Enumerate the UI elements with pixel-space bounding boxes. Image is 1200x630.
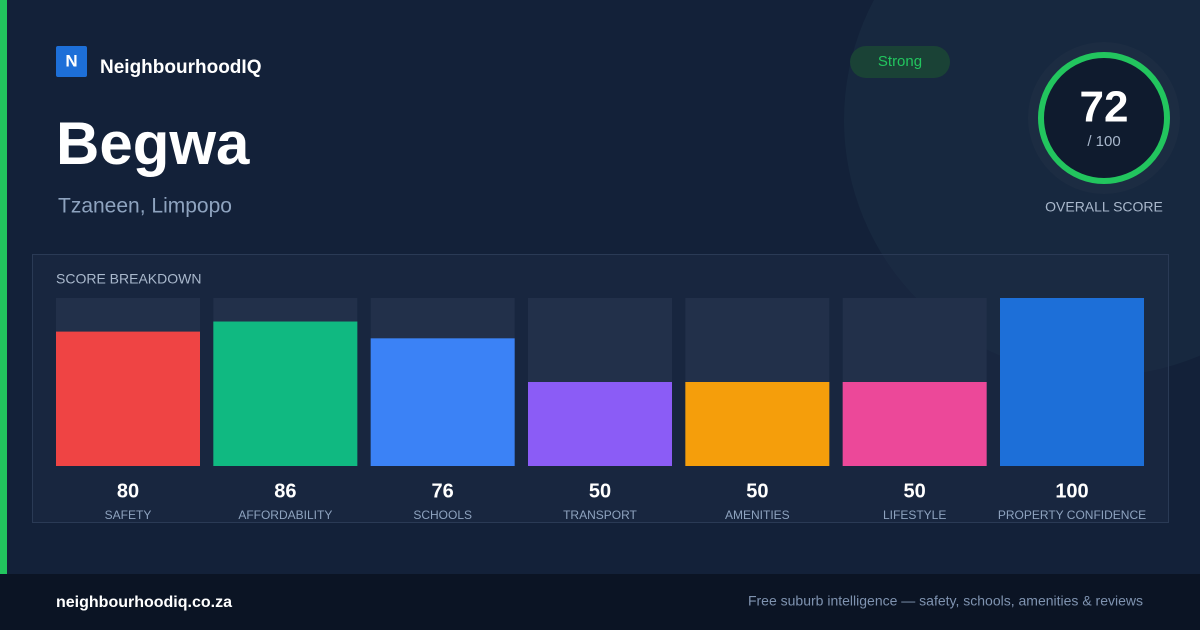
bar-category: AMENITIES <box>725 508 790 522</box>
bar-category: SAFETY <box>105 508 152 522</box>
bar-value: 50 <box>589 480 611 502</box>
breakdown-title: SCORE BREAKDOWN <box>56 271 201 287</box>
footer-site: neighbourhoodiq.co.za <box>56 594 232 611</box>
bar-value: 100 <box>1055 480 1088 502</box>
bar-category: TRANSPORT <box>563 508 637 522</box>
bar-category: SCHOOLS <box>413 508 472 522</box>
score-ring <box>1038 52 1170 184</box>
location: Tzaneen, Limpopo <box>58 195 232 218</box>
footer-tagline: Free suburb intelligence — safety, schoo… <box>748 593 1143 609</box>
overall-label: OVERALL SCORE <box>1045 199 1163 215</box>
brand-name: NeighbourhoodIQ <box>100 57 261 78</box>
bar-category: PROPERTY CONFIDENCE <box>998 508 1146 522</box>
bar <box>213 321 358 466</box>
brand-icon-letter: N <box>65 51 77 70</box>
footer <box>0 574 1200 630</box>
bar-value: 76 <box>432 480 454 502</box>
bar <box>1000 298 1144 466</box>
bar-value: 50 <box>904 480 926 502</box>
badge-text: Strong <box>878 53 922 70</box>
badge <box>850 46 950 78</box>
bar-category: LIFESTYLE <box>883 508 946 522</box>
bar-value: 50 <box>746 480 768 502</box>
bar-group: 80 SAFETY 86 AFFORDABILITY 76 SCHOOLS 50 TRANSP… <box>56 298 1146 522</box>
bar <box>685 382 830 466</box>
bar <box>842 382 987 466</box>
suburb-title: Begwa <box>56 110 250 177</box>
overall-out-of: / 100 <box>1087 133 1120 150</box>
bar <box>370 338 515 466</box>
bar <box>56 331 200 466</box>
accent-strip <box>0 0 7 574</box>
bar-value: 80 <box>117 480 139 502</box>
bar-category: AFFORDABILITY <box>238 508 332 522</box>
bar <box>528 382 672 466</box>
overall-score: 72 <box>1080 83 1129 132</box>
bar-value: 86 <box>274 480 296 502</box>
brand-icon <box>56 46 87 77</box>
